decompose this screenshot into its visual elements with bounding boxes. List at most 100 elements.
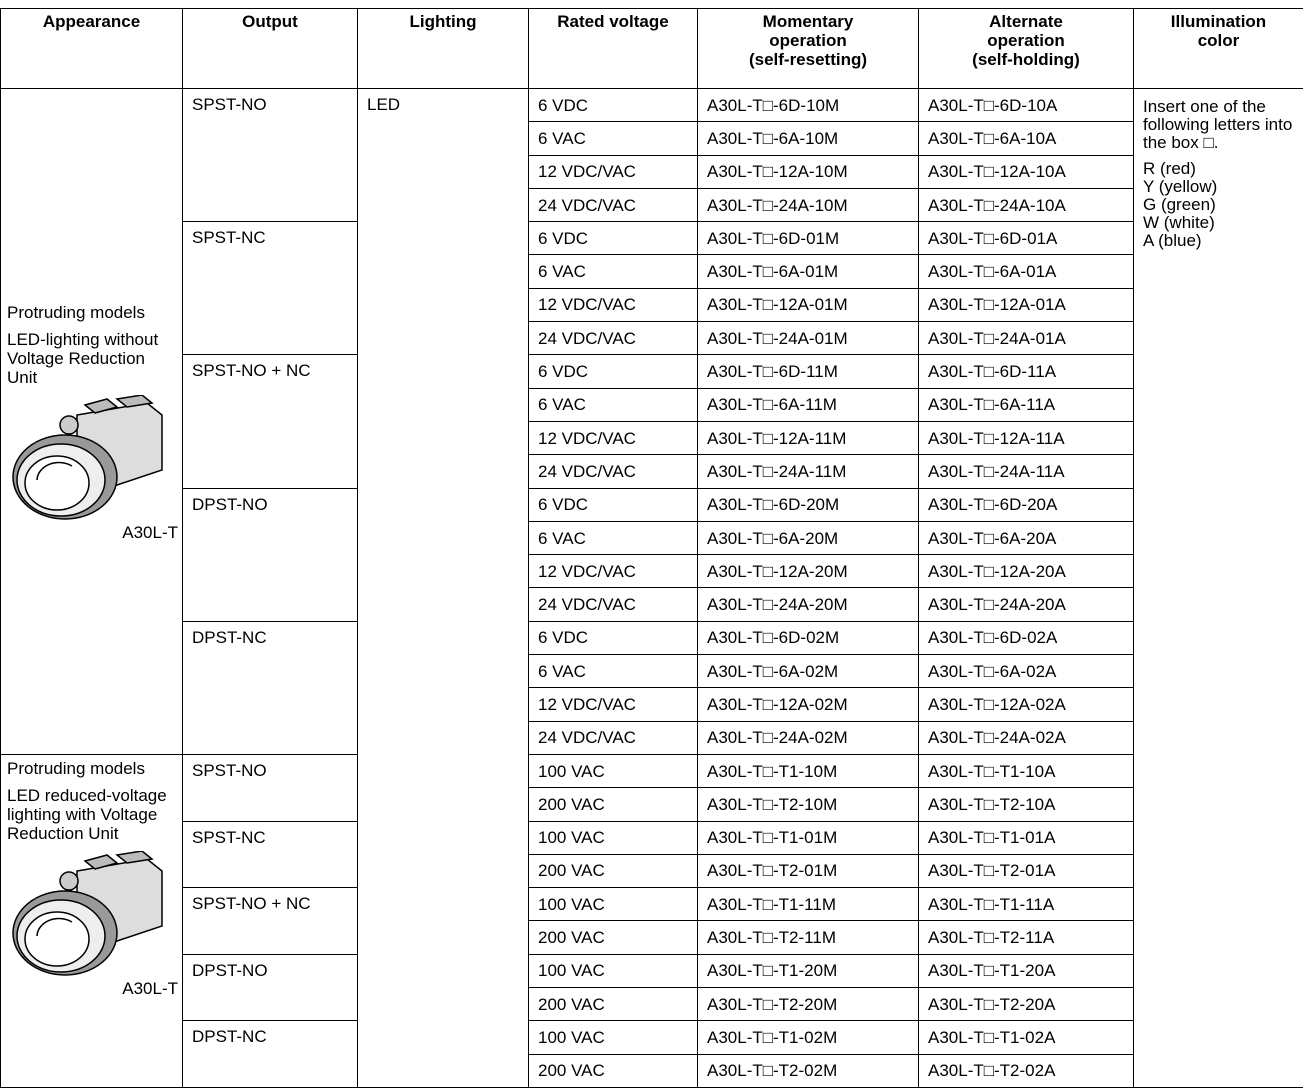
momentary-cell: A30L-T□-24A-20M bbox=[697, 587, 919, 622]
alternate-cell: A30L-T□-T2-20A bbox=[918, 987, 1134, 1022]
table-row: DPST-NO 100 VAC A30L-T□-T1-20M A30L-T□-T1-2… bbox=[1, 953, 1303, 1022]
voltage-cell: 200 VAC bbox=[528, 920, 698, 955]
header-line: operation bbox=[987, 31, 1065, 50]
alternate-cell: A30L-T□-12A-11A bbox=[918, 420, 1134, 456]
voltage-cell: 6 VAC bbox=[528, 654, 698, 689]
voltage-cell: 24 VDC/VAC bbox=[528, 720, 698, 755]
appearance-text: LED reduced-voltage lighting with Voltag… bbox=[7, 785, 167, 843]
alternate-cell: A30L-T□-6D-01A bbox=[918, 221, 1134, 256]
momentary-cell: A30L-T□-12A-20M bbox=[697, 554, 919, 589]
momentary-cell: A30L-T□-T1-01M bbox=[697, 820, 919, 855]
table-row: SPST-NO + NC 100 VAC A30L-T□-T1-11M A30L-T□… bbox=[1, 887, 1303, 955]
output-cell: SPST-NO bbox=[182, 87, 358, 223]
header-line: Appearance bbox=[42, 12, 141, 31]
output-cell: DPST-NC bbox=[182, 620, 358, 755]
momentary-cell: A30L-T□-6D-10M bbox=[697, 87, 919, 123]
table-row: 6 VAC A30L-T□-6A-20M A30L-T□-6A-20A bbox=[1, 520, 1303, 556]
alternate-cell: A30L-T□-6A-01A bbox=[918, 254, 1134, 289]
alternate-cell: A30L-T□-6D-10A bbox=[918, 87, 1134, 123]
alternate-cell: A30L-T□-24A-10A bbox=[918, 187, 1134, 223]
appearance-text: Protruding models bbox=[7, 758, 145, 778]
table-row: 200 VAC A30L-T□-T2-01M A30L-T□-T2-01A bbox=[1, 853, 1303, 889]
column-header: Illumination color bbox=[1133, 8, 1303, 89]
voltage-cell: 24 VDC/VAC bbox=[528, 587, 698, 622]
momentary-cell: A30L-T□-6D-01M bbox=[697, 221, 919, 256]
output-cell: SPST-NO + NC bbox=[182, 354, 358, 489]
voltage-cell: 6 VDC bbox=[528, 620, 698, 656]
momentary-cell: A30L-T□-6A-01M bbox=[697, 254, 919, 289]
momentary-cell: A30L-T□-6A-11M bbox=[697, 387, 919, 422]
column-header: Rated voltage bbox=[528, 8, 698, 89]
momentary-cell: A30L-T□-T2-20M bbox=[697, 987, 919, 1022]
alternate-cell: A30L-T□-6D-02A bbox=[918, 620, 1134, 656]
alternate-cell: A30L-T□-T1-02A bbox=[918, 1020, 1134, 1055]
table-row: DPST-NC 6 VDC A30L-T□-6D-02M A30L-T□-6D-02A bbox=[1, 620, 1303, 755]
alternate-cell: A30L-T□-24A-02A bbox=[918, 720, 1134, 755]
alternate-cell: A30L-T□-6D-11A bbox=[918, 354, 1134, 389]
switch-image bbox=[12, 394, 163, 520]
voltage-cell: 12 VDC/VAC bbox=[528, 154, 698, 189]
momentary-cell: A30L-T□-T2-01M bbox=[697, 853, 919, 889]
voltage-cell: 12 VDC/VAC bbox=[528, 554, 698, 589]
table-row: Protruding models LED-lighting without Vo… bbox=[0, 87, 1303, 1088]
color-option: W (white) bbox=[1143, 213, 1215, 232]
table-row: 12 VDC/VAC A30L-T□-12A-20M A30L-T□-12A-20A bbox=[1, 554, 1303, 589]
header-line: Rated voltage bbox=[557, 12, 669, 31]
alternate-cell: A30L-T□-T2-11A bbox=[918, 920, 1134, 955]
voltage-cell: 100 VAC bbox=[528, 887, 698, 922]
voltage-cell: 24 VDC/VAC bbox=[528, 321, 698, 356]
table-row: SPST-NC 100 VAC A30L-T□-T1-01M A30L-T□-T1-0… bbox=[1, 820, 1303, 889]
table-row: 200 VAC A30L-T□-T2-11M A30L-T□-T2-11A bbox=[1, 920, 1303, 955]
alternate-cell: A30L-T□-24A-11A bbox=[918, 454, 1134, 489]
header-line: operation bbox=[769, 31, 847, 50]
header-line: Alternate bbox=[989, 12, 1063, 31]
voltage-cell: 6 VDC bbox=[528, 354, 698, 389]
voltage-cell: 6 VDC bbox=[528, 87, 698, 123]
momentary-cell: A30L-T□-24A-02M bbox=[697, 720, 919, 755]
voltage-cell: 12 VDC/VAC bbox=[528, 287, 698, 323]
illumination-cell: Insert one of the following letters into… bbox=[1133, 88, 1303, 1088]
voltage-cell: 12 VDC/VAC bbox=[528, 420, 698, 456]
header-line: (self-holding) bbox=[972, 50, 1080, 69]
table-row: 6 VAC A30L-T□-6A-11M A30L-T□-6A-11A bbox=[1, 387, 1303, 422]
instruction-text: Insert one of the following letters into… bbox=[1143, 97, 1293, 152]
appearance-cell: Protruding models LED-lighting without Vo… bbox=[0, 88, 183, 755]
alternate-cell: A30L-T□-T2-10A bbox=[918, 787, 1134, 822]
table-row: SPST-NO + NC 6 VDC A30L-T□-6D-11M A30L-T□-6… bbox=[1, 354, 1303, 489]
appearance-text: LED-lighting without Voltage Reduction U… bbox=[7, 329, 159, 387]
momentary-cell: A30L-T□-6A-20M bbox=[697, 520, 919, 556]
table-row: 200 VAC A30L-T□-T2-20M A30L-T□-T2-20A bbox=[1, 987, 1303, 1022]
momentary-cell: A30L-T□-T2-10M bbox=[697, 787, 919, 822]
alternate-cell: A30L-T□-6A-20A bbox=[918, 520, 1134, 556]
momentary-cell: A30L-T□-12A-10M bbox=[697, 154, 919, 189]
table-row: 24 VDC/VAC A30L-T□-24A-02M A30L-T□-24A-02A bbox=[1, 720, 1303, 755]
voltage-cell: 6 VDC bbox=[528, 487, 698, 522]
table-row: DPST-NC 100 VAC A30L-T□-T1-02M A30L-T□-T1-0… bbox=[1, 1020, 1303, 1088]
alternate-cell: A30L-T□-12A-01A bbox=[918, 287, 1134, 323]
column-header: Lighting bbox=[357, 8, 529, 89]
alternate-cell: A30L-T□-T2-02A bbox=[918, 1053, 1134, 1088]
column-header: Alternate operation (self-holding) bbox=[918, 8, 1134, 89]
momentary-cell: A30L-T□-6D-02M bbox=[697, 620, 919, 656]
momentary-cell: A30L-T□-6D-20M bbox=[697, 487, 919, 522]
alternate-cell: A30L-T□-6D-20A bbox=[918, 487, 1134, 522]
output-cell: DPST-NC bbox=[182, 1020, 358, 1088]
table-row: 200 VAC A30L-T□-T2-02M A30L-T□-T2-02A bbox=[1, 1053, 1303, 1088]
voltage-cell: 24 VDC/VAC bbox=[528, 187, 698, 223]
table-row: 12 VDC/VAC A30L-T□-12A-01M A30L-T□-12A-01A bbox=[1, 287, 1303, 323]
header-line: Lighting bbox=[409, 12, 477, 31]
voltage-cell: 6 VDC bbox=[528, 221, 698, 256]
alternate-cell: A30L-T□-T1-10A bbox=[918, 753, 1134, 789]
header-line: Momentary bbox=[762, 12, 854, 31]
alternate-cell: A30L-T□-12A-02A bbox=[918, 687, 1134, 722]
table-row: 12 VDC/VAC A30L-T□-12A-02M A30L-T□-12A-02A bbox=[1, 687, 1303, 722]
alternate-cell: A30L-T□-6A-02A bbox=[918, 654, 1134, 689]
voltage-cell: 200 VAC bbox=[528, 787, 698, 822]
color-option: R (red) bbox=[1143, 159, 1196, 178]
voltage-cell: 6 VAC bbox=[528, 254, 698, 289]
column-header: Momentary operation (self-resetting) bbox=[697, 8, 919, 89]
alternate-cell: A30L-T□-24A-01A bbox=[918, 321, 1134, 356]
header-line: (self-resetting) bbox=[748, 50, 868, 69]
output-cell: DPST-NO bbox=[182, 953, 358, 1022]
